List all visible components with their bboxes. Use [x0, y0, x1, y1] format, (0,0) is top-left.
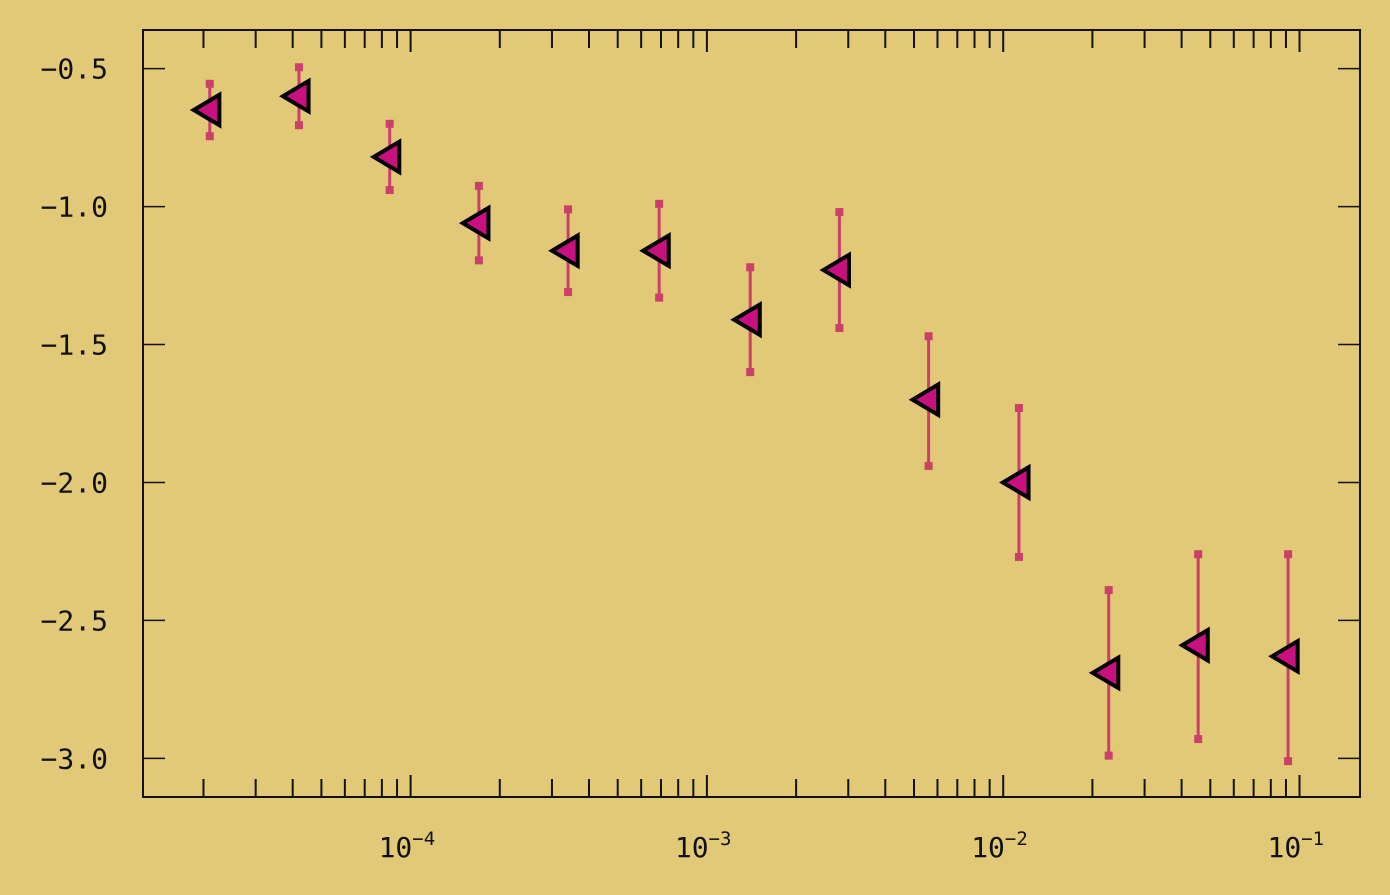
error-cap-bottom: [924, 461, 933, 470]
y-tick-label: −1.5: [41, 329, 108, 362]
error-cap-top: [746, 263, 755, 272]
error-cap-top: [205, 79, 214, 88]
error-cap-bottom: [1104, 751, 1113, 760]
error-cap-top: [1014, 403, 1023, 412]
error-cap-top: [294, 63, 303, 72]
tick-labels: −0.5 −1.0 −1.5 −2.0 −2.5 −3.0 10−4 10−3 10−2 10−1: [41, 53, 1325, 864]
data-point-marker: [819, 251, 851, 289]
data-point-marker: [730, 300, 762, 339]
error-cap-top: [655, 199, 664, 208]
error-cap-bottom: [294, 121, 303, 130]
x-tick-label: 10−1: [1268, 828, 1325, 864]
x-tick-label: 10−2: [971, 828, 1028, 864]
data-point-marker: [1088, 654, 1121, 692]
data-point-marker: [458, 204, 491, 242]
error-cap-bottom: [835, 323, 844, 332]
y-tick-label: −2.5: [41, 604, 108, 637]
error-cap-top: [924, 332, 933, 341]
error-cap-bottom: [1194, 735, 1203, 744]
y-tick-label: −0.5: [41, 53, 108, 86]
error-cap-top: [385, 119, 394, 128]
error-cap-bottom: [564, 288, 573, 297]
data-point-marker: [908, 380, 941, 419]
x-tick-label: 10−3: [675, 828, 732, 864]
data-point-marker: [639, 232, 671, 270]
error-cap-top: [1194, 550, 1203, 559]
data-point-marker: [1178, 626, 1210, 664]
y-tick-label: −2.0: [41, 466, 108, 499]
error-cap-top: [1104, 586, 1113, 595]
data-point-marker: [279, 77, 311, 115]
error-cap-bottom: [655, 293, 664, 302]
data-point-marker: [999, 463, 1031, 502]
error-cap-bottom: [205, 132, 214, 141]
y-tick-label: −3.0: [41, 742, 108, 775]
data-points: [189, 77, 1300, 692]
error-cap-bottom: [1014, 552, 1023, 561]
error-cap-top: [564, 205, 573, 214]
error-cap-bottom: [1284, 757, 1293, 766]
error-cap-bottom: [385, 186, 394, 195]
error-cap-bottom: [746, 368, 755, 377]
data-point-marker: [548, 232, 580, 270]
data-point-marker: [369, 138, 402, 176]
error-cap-bottom: [474, 256, 483, 265]
data-point-marker: [189, 91, 222, 129]
plot-frame: [142, 29, 1361, 798]
error-cap-top: [1284, 550, 1293, 559]
data-point-marker: [1268, 637, 1300, 676]
error-cap-top: [835, 208, 844, 217]
y-tick-label: −1.0: [41, 191, 108, 224]
error-cap-top: [474, 181, 483, 190]
x-tick-label: 10−4: [379, 828, 436, 864]
axis-ticks: [143, 30, 1360, 797]
